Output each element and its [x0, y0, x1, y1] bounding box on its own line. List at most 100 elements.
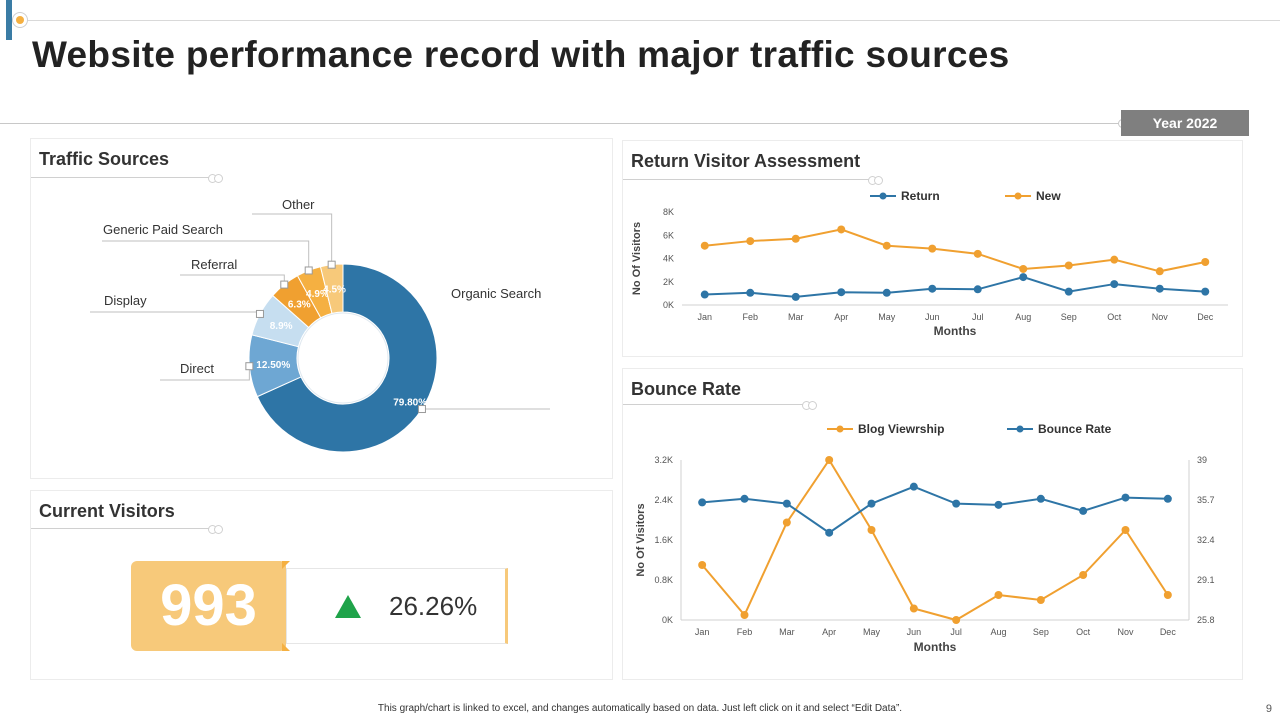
x-tick-label-mar: Mar [788, 312, 804, 322]
data-point-new-aug [1019, 264, 1028, 273]
data-point-blog-viewrship-jan [698, 561, 707, 569]
data-point-return-nov [1155, 284, 1164, 293]
x-axis-label: Months [934, 324, 977, 338]
donut-value-label-referral: 6.3% [288, 299, 311, 310]
legend-marker-blog-viewrship [836, 425, 844, 433]
data-point-return-feb [746, 288, 755, 297]
x-tick-label-jan: Jan [697, 312, 712, 322]
x-tick-label-nov: Nov [1117, 627, 1134, 637]
bounce-rate-title: Bounce Rate [631, 379, 742, 399]
y2-tick-label: 32.4 [1197, 535, 1215, 545]
data-point-bounce-rate-sep [1036, 494, 1045, 503]
y2-tick-label: 29.1 [1197, 575, 1215, 585]
y-tick-label: 0K [663, 300, 674, 310]
visitors-corner-top [282, 561, 290, 569]
data-point-return-jun [928, 284, 937, 293]
data-point-bounce-rate-jun [909, 482, 918, 491]
x-tick-label-dec: Dec [1197, 312, 1214, 322]
x-tick-label-mar: Mar [779, 627, 795, 637]
title-rule [20, 20, 1280, 21]
donut-category-label-other: Other [282, 197, 315, 212]
y-tick-label: 8K [663, 207, 674, 217]
traffic-sources-underline [31, 174, 223, 183]
page-number: 9 [1265, 703, 1272, 715]
donut-category-label-direct: Direct [180, 361, 214, 376]
y2-tick-label: 35.7 [1197, 495, 1215, 505]
trend-up-icon [335, 595, 361, 618]
data-point-blog-viewrship-oct [1079, 571, 1088, 579]
data-point-return-dec [1201, 287, 1210, 296]
legend-label-blog-viewrship: Blog Viewrship [858, 422, 944, 436]
traffic-sources-chart: 79.80% Organic Search 12.50% Direct 8.9% Disp… [90, 197, 550, 453]
y-tick-label: 1.6K [654, 535, 673, 545]
data-point-blog-viewrship-apr [825, 456, 834, 464]
current-visitors-underline [31, 525, 223, 534]
data-point-bounce-rate-feb [740, 494, 749, 503]
donut-category-label-display: Display [104, 293, 147, 308]
data-point-bounce-rate-dec [1163, 494, 1172, 503]
donut-marker-other [327, 260, 336, 269]
x-tick-label-jun: Jun [925, 312, 940, 322]
x-axis-label: Months [914, 640, 957, 654]
data-point-blog-viewrship-jul [952, 616, 961, 624]
series-line-bounce-rate [702, 485, 1168, 534]
data-point-new-jan [700, 241, 709, 250]
y-tick-label: 2K [663, 277, 674, 287]
legend-label-return: Return [901, 189, 940, 203]
data-point-return-may [882, 288, 891, 297]
donut-slice-organic-search [256, 263, 438, 453]
x-tick-label-jul: Jul [972, 312, 984, 322]
donut-leader-referral [180, 274, 285, 285]
x-tick-label-jul: Jul [950, 627, 962, 637]
x-tick-label-nov: Nov [1152, 312, 1169, 322]
y-tick-label: 4K [663, 254, 674, 264]
donut-value-label-display: 8.9% [270, 321, 293, 332]
data-point-new-feb [746, 237, 755, 246]
data-point-blog-viewrship-feb [740, 611, 749, 619]
footnote: This graph/chart is linked to excel, and… [377, 703, 903, 714]
legend-label-bounce-rate: Bounce Rate [1038, 422, 1112, 436]
donut-leader-direct [160, 366, 250, 381]
data-point-blog-viewrship-jun [909, 604, 918, 613]
y-axis-label: No Of Visitors [635, 503, 647, 576]
bounce-rate-chart: 0K 0.8K 1.6K 2.4K 3.2K 25.8 29.1 32.4 35.7 39 Jan F… [635, 422, 1215, 654]
donut-value-label-other: 4.5% [323, 285, 346, 296]
x-tick-label-jun: Jun [907, 627, 922, 637]
data-point-blog-viewrship-dec [1163, 591, 1172, 599]
x-tick-label-feb: Feb [742, 312, 758, 322]
y-tick-label: 0.8K [654, 575, 673, 585]
traffic-sources-title: Traffic Sources [39, 149, 170, 169]
data-point-bounce-rate-mar [782, 499, 791, 508]
series-line-new [704, 228, 1206, 273]
data-point-bounce-rate-apr [825, 528, 834, 537]
data-point-return-sep [1064, 287, 1073, 296]
donut-leader-display [90, 311, 261, 314]
current-visitors-title: Current Visitors [39, 501, 175, 521]
return-visitor-title: Return Visitor Assessment [631, 151, 861, 171]
data-point-bounce-rate-jan [698, 498, 707, 507]
data-point-blog-viewrship-sep [1036, 596, 1045, 604]
data-point-bounce-rate-aug [994, 500, 1003, 509]
data-point-new-dec [1201, 257, 1210, 266]
x-tick-label-feb: Feb [737, 627, 753, 637]
visitors-change-box: 26.26% [286, 568, 508, 644]
legend-label-new: New [1036, 189, 1061, 203]
donut-hole [297, 312, 389, 404]
donut-category-label-organic-search: Organic Search [451, 286, 541, 301]
data-point-blog-viewrship-nov [1121, 526, 1130, 534]
data-point-new-apr [837, 225, 846, 234]
title-dot-icon [12, 12, 28, 28]
donut-marker-generic-paid-search [304, 266, 313, 275]
series-line-blog-viewrship [701, 458, 1169, 622]
data-point-new-sep [1064, 261, 1073, 270]
x-tick-label-jan: Jan [695, 627, 710, 637]
data-point-return-mar [791, 292, 800, 301]
y-tick-label: 3.2K [654, 455, 673, 465]
data-point-return-aug [1019, 273, 1028, 282]
donut-value-label-organic-search: 79.80% [393, 397, 427, 408]
visitors-change-value: 26.26% [389, 591, 478, 621]
x-tick-label-aug: Aug [990, 627, 1006, 637]
y2-tick-label: 39 [1197, 455, 1207, 465]
x-tick-label-aug: Aug [1015, 312, 1031, 322]
y-axis-label: No Of Visitors [631, 222, 643, 295]
